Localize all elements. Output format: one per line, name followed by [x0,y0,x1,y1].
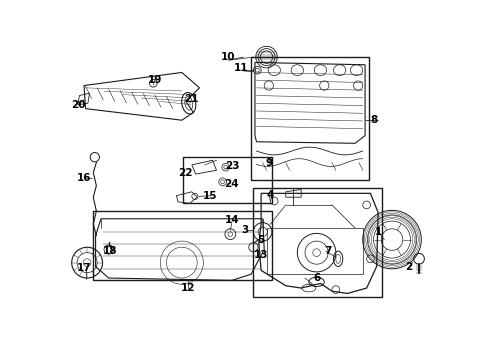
Text: 22: 22 [178,167,193,177]
Text: 8: 8 [371,115,378,125]
Text: 18: 18 [103,246,118,256]
Text: 7: 7 [324,246,332,256]
Text: 12: 12 [181,283,195,293]
Bar [93,211,272,280]
Bar [183,157,272,203]
Text: 13: 13 [254,250,269,260]
Text: 17: 17 [77,263,91,273]
Text: 9: 9 [265,158,272,167]
Text: 3: 3 [242,225,248,235]
Bar [253,188,382,297]
Text: 11: 11 [234,63,248,73]
Text: 2: 2 [405,261,413,271]
Text: 4: 4 [267,190,274,200]
Text: 5: 5 [257,235,264,244]
Text: 21: 21 [185,94,199,104]
Text: 15: 15 [203,191,218,201]
Text: 16: 16 [77,173,91,183]
Text: 19: 19 [147,75,162,85]
Bar [251,57,369,180]
Text: 23: 23 [224,161,239,171]
Text: 14: 14 [224,215,239,225]
Text: 10: 10 [221,52,235,62]
Text: 20: 20 [71,100,85,110]
Text: 6: 6 [313,273,320,283]
Text: 24: 24 [224,179,239,189]
Text: 1: 1 [374,227,382,237]
